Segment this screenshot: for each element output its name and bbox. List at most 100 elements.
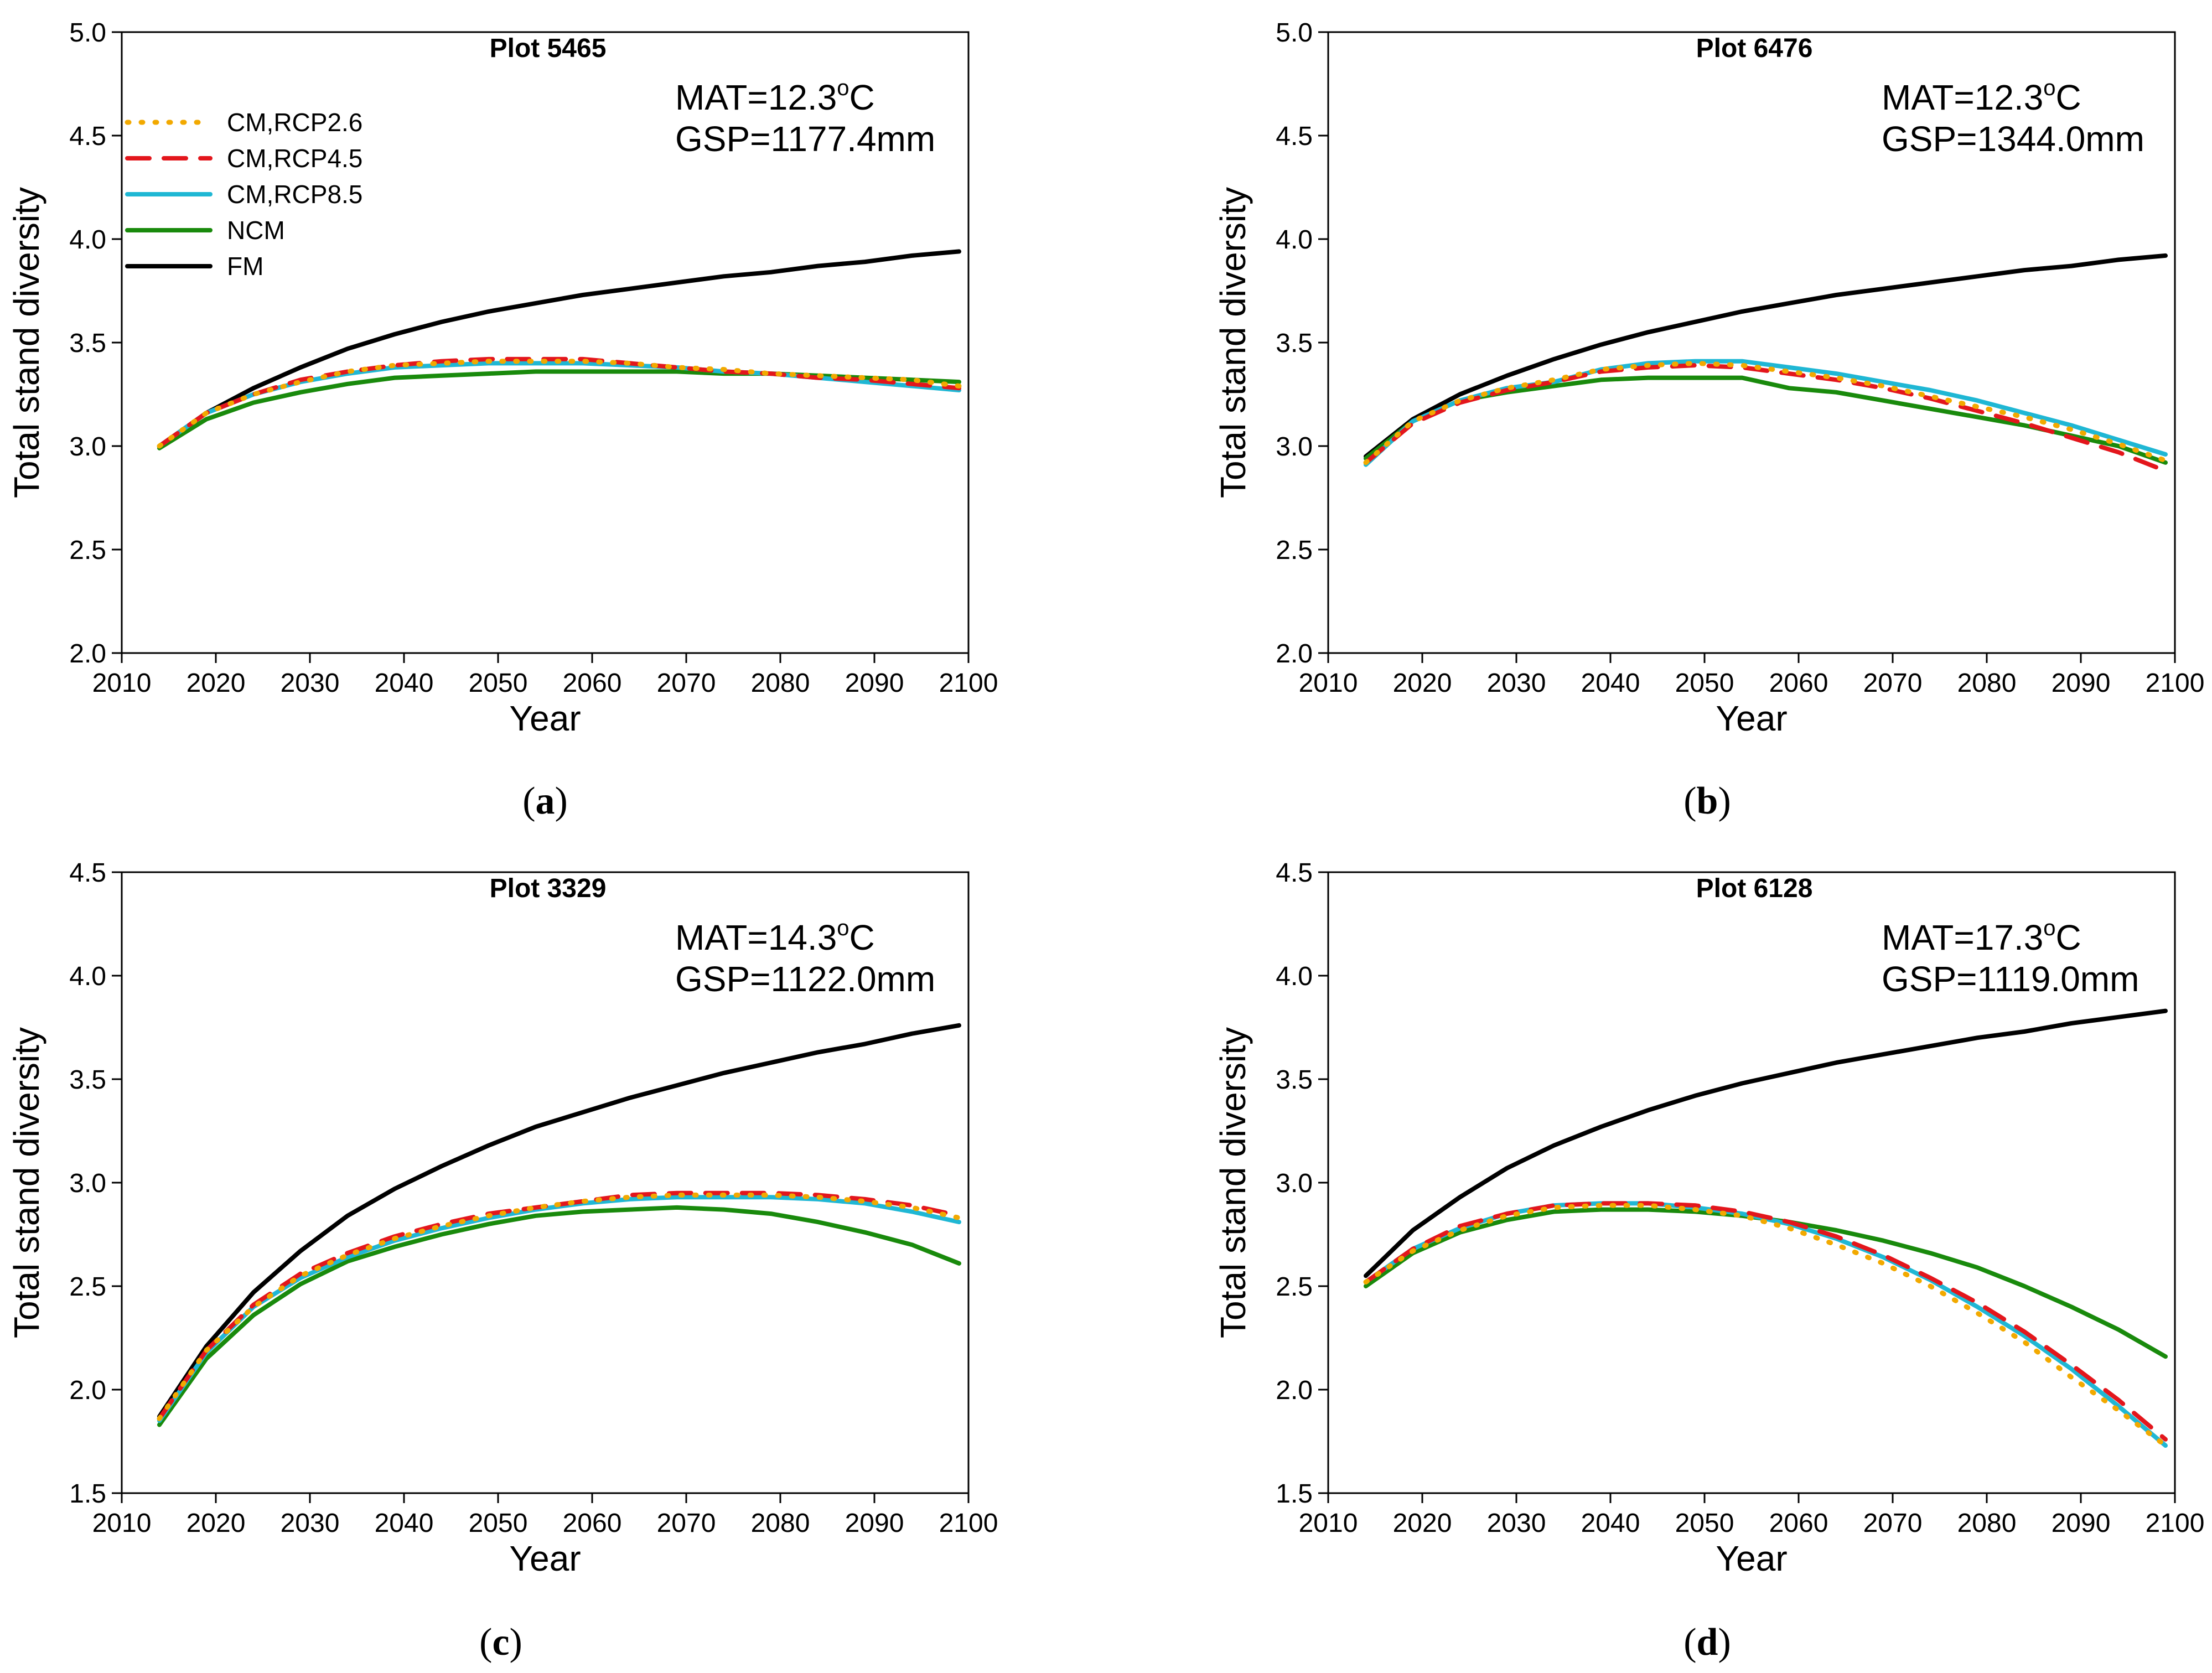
y-tick-label: 2.5 <box>69 536 106 565</box>
legend: CM,RCP2.6 CM,RCP4.5 CM,RCP8.5 NCM FM <box>125 108 362 281</box>
legend-label: FM <box>227 252 263 281</box>
x-tick-label: 2070 <box>657 1509 716 1538</box>
x-tick-label: 2060 <box>563 669 622 698</box>
gsp-annotation: GSP=1177.4mm <box>675 119 935 159</box>
x-tick-label: 2100 <box>939 1509 998 1538</box>
x-tick-label: 2070 <box>657 669 716 698</box>
panel-label: (b) <box>1683 780 1731 822</box>
legend-label: CM,RCP8.5 <box>227 180 362 209</box>
y-tick-label: 4.0 <box>1276 962 1313 991</box>
x-tick-label: 2050 <box>1675 1509 1734 1538</box>
x-axis-title: Year <box>509 1539 581 1578</box>
y-tick-label: 3.0 <box>69 432 106 462</box>
x-tick-label: 2050 <box>469 669 528 698</box>
y-tick-label: 4.5 <box>1276 122 1313 151</box>
series-line-fm <box>157 249 961 448</box>
y-tick-label: 3.0 <box>69 1169 106 1198</box>
y-tick-label: 4.0 <box>1276 225 1313 255</box>
panel-c: 2010 2020 2030 2040 2050 2060 2070 2080 2090 2100… <box>7 858 998 1578</box>
x-tick-label: 2050 <box>469 1509 528 1538</box>
x-tick-label: 2010 <box>92 1509 152 1538</box>
y-tick-label: 1.5 <box>69 1479 106 1509</box>
series-line-cm-rcp8-5 <box>157 1195 961 1423</box>
x-tick-label: 2050 <box>1675 669 1734 698</box>
x-tick-label: 2100 <box>939 669 998 698</box>
x-tick-label: 2070 <box>1863 1509 1923 1538</box>
y-axis-title: Total stand diversity <box>7 187 46 498</box>
x-tick-label: 2070 <box>1863 669 1923 698</box>
x-tick-label: 2080 <box>1957 669 2017 698</box>
series-line-ncm <box>157 369 961 450</box>
x-tick-label: 2020 <box>187 1509 246 1538</box>
panel-a: 2010 2020 2030 2040 2050 2060 2070 2080 2090 2100… <box>7 18 998 738</box>
x-tick-label: 2100 <box>2146 669 2205 698</box>
series-line-ncm <box>157 1205 961 1427</box>
mat-annotation: MAT=12.3oC <box>1882 76 2081 117</box>
y-tick-label: 2.0 <box>69 639 106 669</box>
series-line-fm <box>157 1023 961 1419</box>
series-line-cm-rcp4-5 <box>1364 1201 2168 1442</box>
plot-title: Plot 6128 <box>1696 874 1813 903</box>
x-tick-label: 2090 <box>2052 1509 2111 1538</box>
series-line-cm-rcp2-6 <box>1363 1203 2168 1448</box>
series-line-fm <box>1364 253 2168 459</box>
x-tick-label: 2080 <box>751 1509 810 1538</box>
x-tick-label: 2080 <box>1957 1509 2017 1538</box>
y-tick-label: 2.0 <box>1276 1376 1313 1405</box>
panel-b: 2010 2020 2030 2040 2050 2060 2070 2080 2090 2100… <box>1213 18 2204 738</box>
panel-label: (a) <box>522 780 568 822</box>
y-tick-label: 4.5 <box>1276 858 1313 888</box>
x-tick-label: 2020 <box>187 669 246 698</box>
x-tick-label: 2090 <box>845 669 904 698</box>
x-tick-label: 2080 <box>751 669 810 698</box>
y-tick-label: 3.5 <box>1276 1065 1313 1095</box>
y-tick-label: 5.0 <box>1276 18 1313 48</box>
x-tick-label: 2020 <box>1393 669 1452 698</box>
series-line-cm-rcp2-6 <box>157 1192 962 1421</box>
mat-annotation: MAT=14.3oC <box>675 916 875 957</box>
y-tick-label: 5.0 <box>69 18 106 48</box>
y-tick-label: 3.5 <box>69 329 106 358</box>
series-line-cm-rcp2-6 <box>157 359 962 449</box>
gsp-annotation: GSP=1119.0mm <box>1882 959 2139 999</box>
y-tick-label: 3.5 <box>69 1065 106 1095</box>
panel-label: (c) <box>479 1621 522 1664</box>
panel-d: 2010 2020 2030 2040 2050 2060 2070 2080 2090 2100… <box>1213 858 2204 1578</box>
series-line-cm-rcp8-5 <box>1364 359 2168 467</box>
y-tick-label: 4.5 <box>69 858 106 888</box>
series-line-cm-rcp2-6 <box>1363 360 2168 465</box>
x-tick-label: 2040 <box>375 1509 434 1538</box>
y-tick-label: 3.0 <box>1276 432 1313 462</box>
y-tick-label: 4.0 <box>69 225 106 255</box>
plot-title: Plot 3329 <box>490 874 607 903</box>
gsp-annotation: GSP=1122.0mm <box>675 959 935 999</box>
x-axis-title: Year <box>509 698 581 738</box>
legend-label: NCM <box>227 216 285 245</box>
x-tick-label: 2060 <box>1769 1509 1828 1538</box>
x-tick-label: 2030 <box>281 669 340 698</box>
y-tick-label: 2.0 <box>69 1376 106 1405</box>
y-axis-title: Total stand diversity <box>7 1027 46 1338</box>
plot-title: Plot 5465 <box>490 34 607 63</box>
x-tick-label: 2030 <box>1487 1509 1546 1538</box>
y-tick-label: 4.5 <box>69 122 106 151</box>
y-tick-label: 3.0 <box>1276 1169 1313 1198</box>
mat-annotation: MAT=12.3oC <box>675 76 875 117</box>
x-axis-title: Year <box>1716 1539 1787 1578</box>
y-axis-title: Total stand diversity <box>1213 1027 1253 1338</box>
y-tick-label: 4.0 <box>69 962 106 991</box>
series-line-fm <box>1364 1008 2168 1278</box>
series-line-cm-rcp8-5 <box>1364 1201 2168 1448</box>
x-tick-label: 2090 <box>2052 669 2111 698</box>
x-tick-label: 2040 <box>1581 1509 1640 1538</box>
y-tick-label: 2.5 <box>1276 536 1313 565</box>
gsp-annotation: GSP=1344.0mm <box>1882 119 2144 159</box>
x-tick-label: 2060 <box>1769 669 1828 698</box>
x-tick-label: 2010 <box>92 669 152 698</box>
x-axis-title: Year <box>1716 698 1787 738</box>
x-tick-label: 2100 <box>2146 1509 2205 1538</box>
x-tick-label: 2040 <box>375 669 434 698</box>
y-tick-label: 2.0 <box>1276 639 1313 669</box>
plot-title: Plot 6476 <box>1696 34 1813 63</box>
